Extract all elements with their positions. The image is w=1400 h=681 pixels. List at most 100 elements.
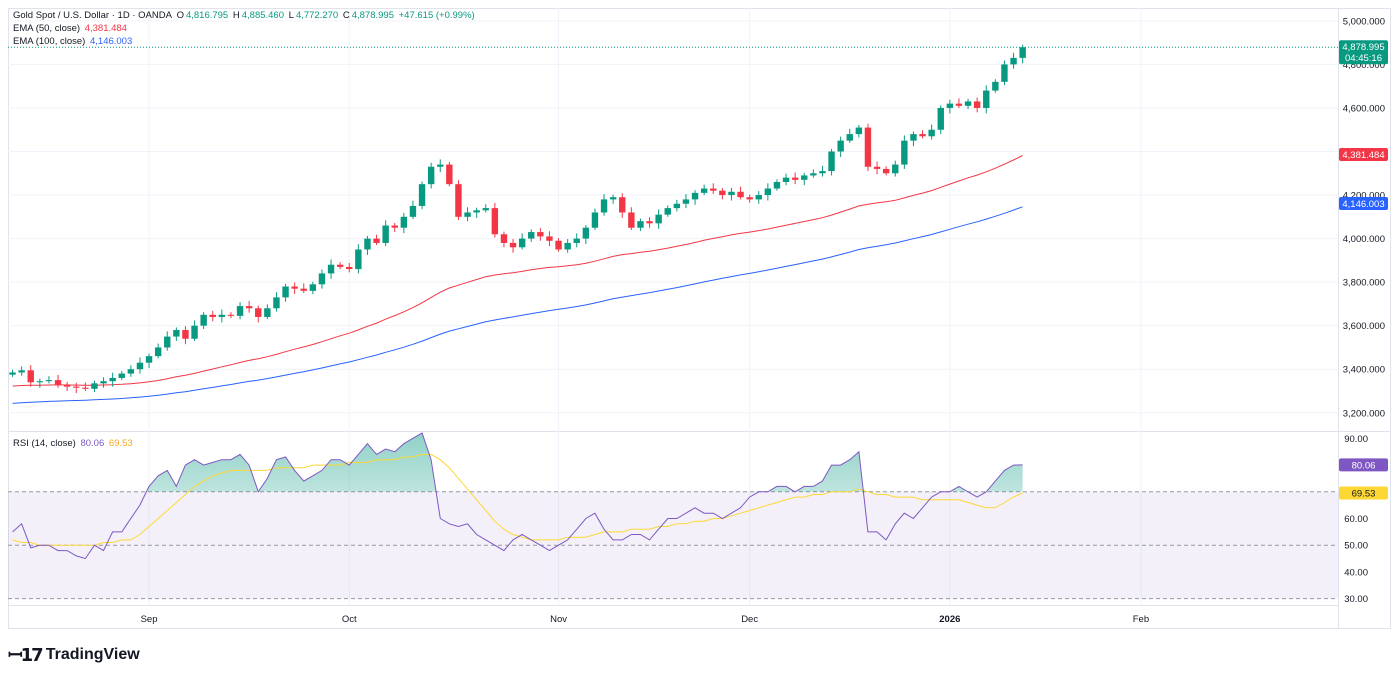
candle[interactable] <box>537 228 544 241</box>
candle[interactable] <box>336 262 344 270</box>
symbol-legend[interactable]: Gold Spot / U.S. Dollar · 1D · OANDA O 4,… <box>13 10 477 21</box>
candle[interactable] <box>946 99 954 114</box>
ema100-badge[interactable]: 4,146.003 <box>1339 197 1388 210</box>
candle[interactable] <box>655 209 662 229</box>
candle[interactable] <box>691 190 699 205</box>
candle[interactable] <box>555 238 562 252</box>
candle[interactable] <box>864 123 872 172</box>
candle[interactable] <box>564 239 571 253</box>
candle[interactable] <box>992 79 999 93</box>
candle[interactable] <box>491 202 499 238</box>
candle[interactable] <box>482 204 489 213</box>
candle[interactable] <box>1010 52 1017 69</box>
candle[interactable] <box>446 161 453 187</box>
candle[interactable] <box>127 365 135 377</box>
candle[interactable] <box>901 135 908 169</box>
rsi-ma-badge[interactable]: 69.53 <box>1339 486 1388 500</box>
candle[interactable] <box>327 259 335 279</box>
candle[interactable] <box>928 124 935 140</box>
candle[interactable] <box>391 222 398 233</box>
candle[interactable] <box>509 239 517 253</box>
candle[interactable] <box>209 310 216 322</box>
candle[interactable] <box>637 218 644 231</box>
candle[interactable] <box>764 183 772 201</box>
candle[interactable] <box>837 136 844 157</box>
candle[interactable] <box>100 377 107 388</box>
candle[interactable] <box>600 194 608 216</box>
candle[interactable] <box>791 172 799 185</box>
candle[interactable] <box>173 327 180 341</box>
candle[interactable] <box>973 97 981 113</box>
candle[interactable] <box>728 187 735 201</box>
candle[interactable] <box>500 231 508 248</box>
candle[interactable] <box>628 207 635 230</box>
candle[interactable] <box>291 282 298 295</box>
rsi-ma-line[interactable] <box>12 453 1023 546</box>
ema50-legend[interactable]: EMA (50, close) 4,381.484 <box>13 23 129 34</box>
candle[interactable] <box>855 124 863 138</box>
candle[interactable] <box>154 343 162 359</box>
ema100-legend[interactable]: EMA (100, close) 4,146.003 <box>13 36 134 47</box>
candle[interactable] <box>828 148 835 176</box>
candle[interactable] <box>9 369 16 377</box>
candle[interactable] <box>873 161 881 175</box>
candle[interactable] <box>318 269 326 289</box>
candle[interactable] <box>746 194 753 203</box>
rsi-legend[interactable]: RSI (14, close) 80.06 69.53 <box>13 438 135 449</box>
candle[interactable] <box>591 208 599 230</box>
candle[interactable] <box>309 281 317 295</box>
candle[interactable] <box>418 181 426 210</box>
ema100-line[interactable] <box>12 206 1023 404</box>
candle[interactable] <box>427 162 435 189</box>
candle[interactable] <box>255 305 262 323</box>
candle[interactable] <box>882 166 890 176</box>
candle[interactable] <box>682 194 690 209</box>
candle[interactable] <box>955 98 963 108</box>
candle[interactable] <box>810 169 817 178</box>
candle[interactable] <box>346 262 353 273</box>
candle[interactable] <box>27 365 34 387</box>
candle[interactable] <box>910 131 917 147</box>
candle[interactable] <box>191 320 198 341</box>
candle[interactable] <box>437 159 444 173</box>
candle[interactable] <box>1019 44 1026 64</box>
candle[interactable] <box>582 225 590 245</box>
candle[interactable] <box>937 105 944 135</box>
tradingview-logo[interactable]: ꟷ𝟭𝟳 TradingView <box>8 643 140 667</box>
candle[interactable] <box>528 229 535 242</box>
candle[interactable] <box>464 207 471 222</box>
candle[interactable] <box>773 179 781 191</box>
candle[interactable] <box>273 292 280 312</box>
candle[interactable] <box>109 372 116 387</box>
candle[interactable] <box>373 234 380 246</box>
candle[interactable] <box>673 199 681 212</box>
candle[interactable] <box>236 302 244 320</box>
candle[interactable] <box>546 231 553 247</box>
candle[interactable] <box>382 220 389 247</box>
candle[interactable] <box>63 381 71 391</box>
candle[interactable] <box>573 233 580 248</box>
ema50-line[interactable] <box>12 155 1023 387</box>
candle[interactable] <box>819 165 826 177</box>
candle[interactable] <box>73 382 80 394</box>
candle[interactable] <box>82 382 89 391</box>
candle[interactable] <box>91 380 98 393</box>
candle[interactable] <box>801 172 808 186</box>
rsi-line[interactable] <box>12 432 1023 560</box>
candle[interactable] <box>700 184 708 196</box>
candle[interactable] <box>846 128 853 143</box>
candle[interactable] <box>619 193 626 218</box>
candle[interactable] <box>164 331 171 351</box>
candle[interactable] <box>145 353 153 369</box>
candle[interactable] <box>664 205 671 217</box>
candle[interactable] <box>710 183 717 194</box>
candle[interactable] <box>983 85 990 114</box>
candle[interactable] <box>282 283 289 302</box>
candle[interactable] <box>227 312 235 319</box>
candle[interactable] <box>182 326 189 345</box>
candle[interactable] <box>400 212 408 234</box>
candle[interactable] <box>782 173 790 186</box>
candle[interactable] <box>54 374 62 388</box>
